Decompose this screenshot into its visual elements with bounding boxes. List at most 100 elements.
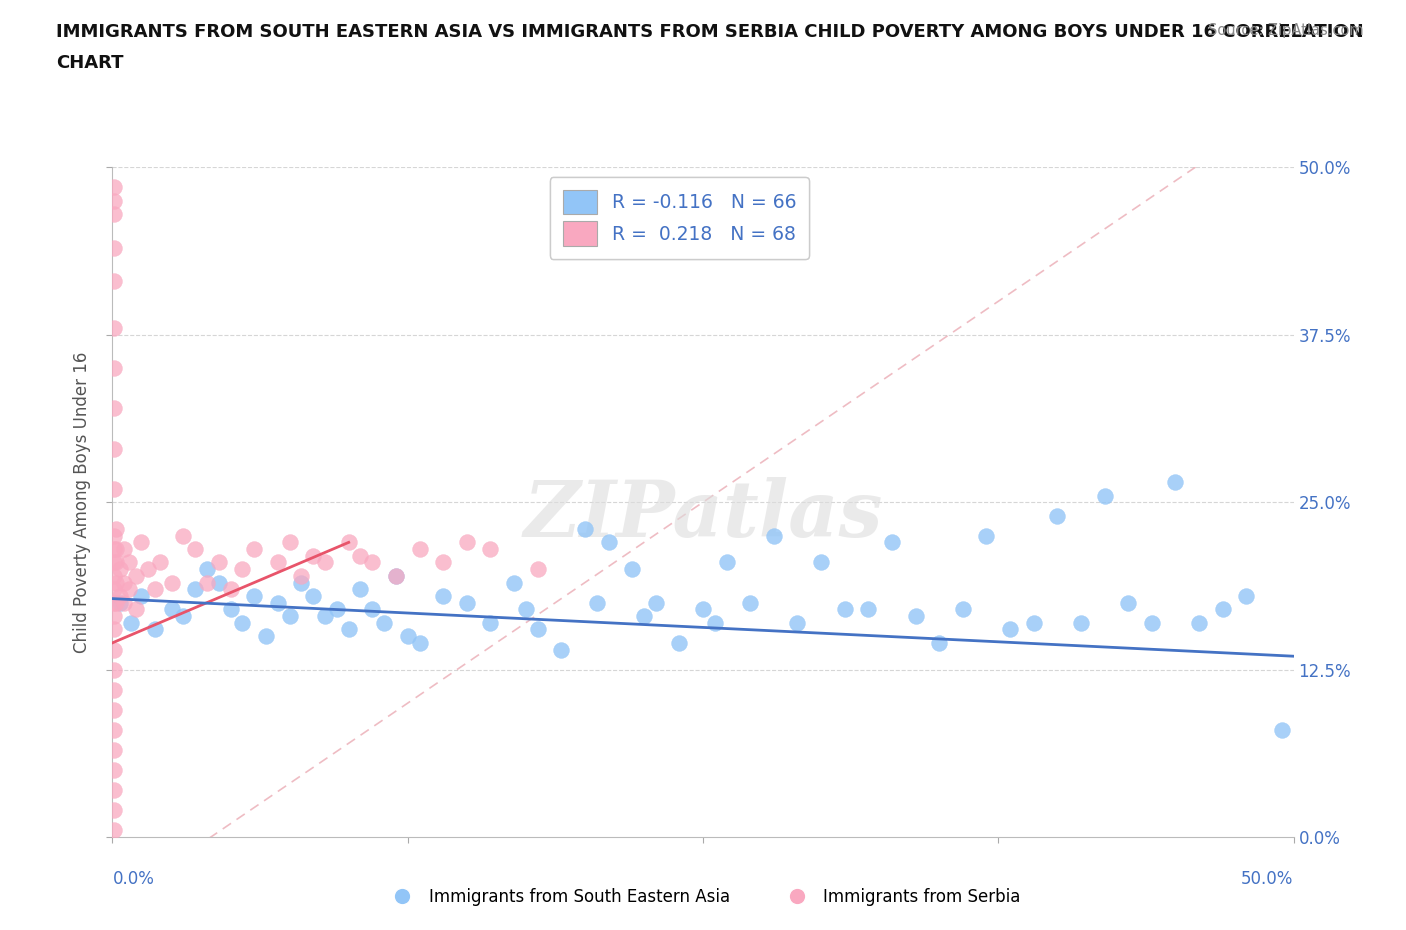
Point (302, 589, 325, 604)
Point (1140, 616, 1163, 631)
Point (621, 562, 644, 577)
Point (219, 602, 242, 617)
Point (103, 702, 125, 717)
Point (1212, 602, 1234, 617)
Point (786, 616, 808, 631)
Point (103, 541, 125, 556)
Point (1271, 723, 1294, 737)
Point (515, 602, 537, 617)
Point (184, 541, 207, 556)
Point (112, 595, 135, 610)
Point (160, 575, 183, 590)
Point (432, 555, 454, 570)
Point (254, 629, 277, 644)
Point (503, 575, 526, 590)
Point (103, 662, 125, 677)
Point (302, 549, 325, 564)
Point (103, 441, 125, 456)
Point (103, 683, 125, 698)
Point (195, 575, 218, 590)
Point (105, 522, 128, 537)
Point (129, 535, 152, 550)
Point (208, 575, 231, 590)
Point (103, 763, 125, 777)
Point (125, 568, 148, 583)
Point (385, 568, 408, 583)
Point (314, 555, 336, 570)
Text: CHART: CHART (56, 54, 124, 72)
Point (105, 595, 128, 610)
Point (550, 642, 572, 657)
Point (904, 608, 927, 623)
Point (479, 541, 502, 556)
Text: 0.0%: 0.0% (112, 870, 155, 887)
Point (810, 555, 832, 570)
Point (105, 541, 128, 556)
Point (103, 482, 125, 497)
Point (184, 582, 207, 597)
Point (208, 555, 231, 570)
Point (703, 616, 725, 631)
Point (267, 595, 290, 610)
Point (385, 568, 408, 583)
Point (112, 541, 135, 556)
Point (668, 635, 690, 650)
Point (396, 629, 419, 644)
Point (108, 562, 131, 577)
Point (143, 582, 166, 597)
Point (103, 642, 125, 657)
Point (716, 555, 738, 570)
Point (858, 602, 880, 617)
Point (118, 582, 141, 597)
Point (740, 595, 762, 610)
Point (103, 528, 125, 543)
Point (103, 595, 125, 610)
Point (103, 608, 125, 623)
Point (1046, 508, 1069, 523)
Point (432, 589, 454, 604)
Point (103, 240, 125, 255)
Point (928, 635, 950, 650)
Point (1234, 589, 1257, 604)
Text: Source: ZipAtlas.com: Source: ZipAtlas.com (1208, 23, 1364, 38)
Point (172, 608, 194, 623)
Point (103, 723, 125, 737)
Point (456, 595, 478, 610)
Point (456, 535, 478, 550)
Point (243, 589, 266, 604)
Point (1188, 616, 1211, 631)
Point (526, 562, 548, 577)
Text: 50.0%: 50.0% (1241, 870, 1294, 887)
Point (136, 562, 159, 577)
Point (349, 549, 371, 564)
Point (526, 622, 548, 637)
Point (108, 595, 131, 610)
Point (1116, 595, 1139, 610)
Point (692, 602, 714, 617)
Point (103, 361, 125, 376)
Point (103, 823, 125, 838)
Point (976, 528, 998, 543)
Point (103, 783, 125, 798)
Point (1094, 488, 1116, 503)
Point (231, 562, 253, 577)
Point (108, 589, 131, 604)
Point (834, 602, 856, 617)
Point (195, 562, 218, 577)
Point (143, 622, 166, 637)
Point (278, 535, 301, 550)
Y-axis label: Child Poverty Among Boys Under 16: Child Poverty Among Boys Under 16 (73, 352, 91, 653)
Point (103, 206, 125, 221)
Text: IMMIGRANTS FROM SOUTH EASTERN ASIA VS IMMIGRANTS FROM SERBIA CHILD POVERTY AMONG: IMMIGRANTS FROM SOUTH EASTERN ASIA VS IM… (56, 23, 1364, 41)
Point (125, 602, 148, 617)
Point (361, 602, 384, 617)
Point (103, 742, 125, 757)
Point (103, 193, 125, 208)
Point (160, 602, 183, 617)
Point (585, 595, 607, 610)
Point (103, 803, 125, 817)
Point (129, 589, 152, 604)
Point (290, 568, 312, 583)
Legend: Immigrants from South Eastern Asia, Immigrants from Serbia: Immigrants from South Eastern Asia, Immi… (378, 881, 1028, 912)
Text: ZIPatlas: ZIPatlas (523, 477, 883, 554)
